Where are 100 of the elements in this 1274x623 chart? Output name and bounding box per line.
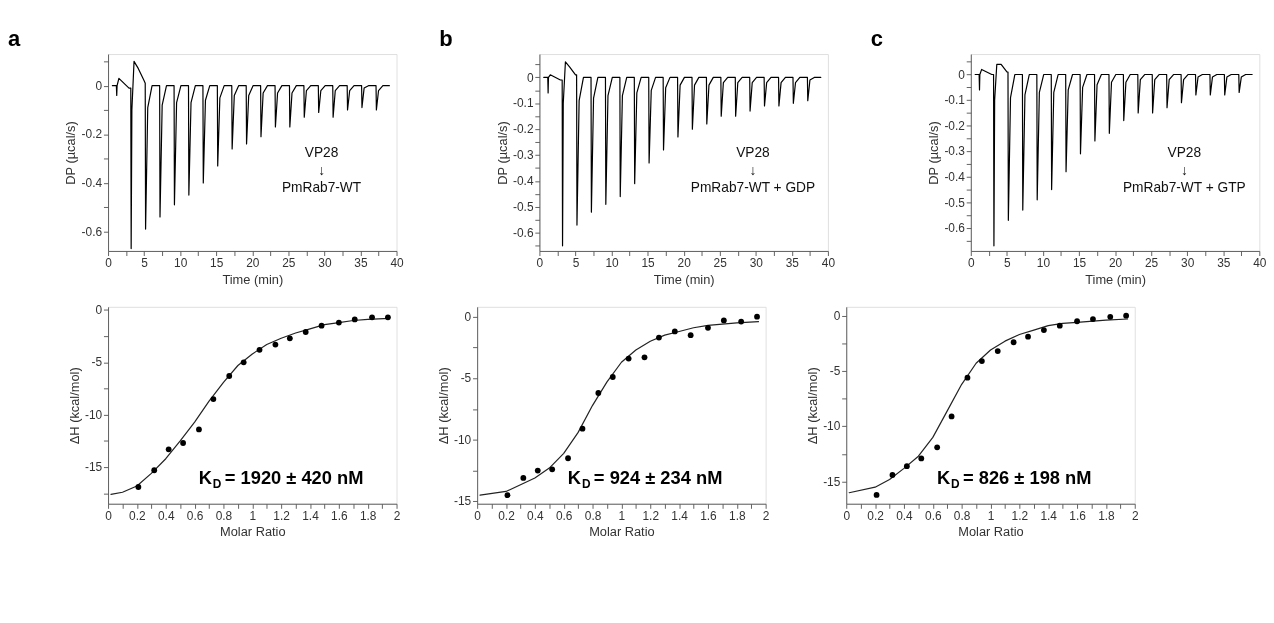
point (1041, 327, 1047, 333)
point (351, 316, 358, 323)
point (1074, 318, 1080, 325)
y-tick-label: -5 (91, 355, 103, 370)
x-tick-label: 0.4 (527, 508, 544, 523)
y-tick-label: -0.4 (944, 169, 966, 184)
y-tick-label: -0.2 (513, 122, 534, 137)
point (579, 425, 586, 432)
y-tick-label: -15 (823, 474, 841, 489)
annotation: PmRab7-WT + GDP (690, 179, 816, 195)
point (687, 332, 694, 339)
point (720, 317, 727, 324)
y-tick-label: 0 (958, 67, 966, 82)
x-axis-title: Molar Ratio (589, 524, 655, 540)
x-tick-label: 0.6 (555, 508, 573, 523)
x-tick-label: 0.8 (953, 508, 971, 523)
point (705, 324, 711, 331)
point (210, 396, 217, 402)
point (534, 467, 541, 474)
annotation: VP28 (736, 145, 771, 161)
point (1123, 312, 1130, 319)
point (549, 466, 556, 473)
x-tick-label: 40 (1253, 256, 1267, 271)
point (595, 390, 602, 396)
x-tick-label: 35 (1217, 256, 1231, 271)
annotation: VP28 (304, 145, 339, 161)
x-tick-label: 25 (713, 256, 728, 271)
chart-title: a (7, 25, 21, 51)
annotation: ↓ (318, 162, 325, 178)
x-tick-label: 0.8 (584, 508, 602, 523)
y-tick-label: -0.4 (513, 174, 534, 189)
x-tick-label: 20 (677, 256, 692, 271)
x-tick-label: 0.6 (186, 508, 204, 523)
y-tick-label: -0.1 (944, 93, 966, 108)
x-tick-label: 0.8 (215, 508, 233, 523)
x-tick-label: 1 (618, 508, 626, 523)
x-tick-label: 1.2 (273, 508, 291, 523)
point (565, 455, 571, 462)
point (335, 319, 342, 326)
x-tick-label: 2 (1131, 508, 1139, 523)
x-tick-label: 15 (641, 256, 656, 271)
point (1010, 339, 1017, 346)
point (889, 472, 896, 478)
x-tick-label: 1.4 (1040, 508, 1058, 523)
point (302, 329, 309, 335)
point (978, 358, 985, 364)
point (964, 374, 971, 381)
point (1107, 313, 1114, 320)
x-tick-label: 1.2 (642, 508, 660, 523)
point (754, 313, 760, 320)
x-tick-label: 1.8 (1098, 508, 1116, 523)
point (625, 355, 632, 362)
x-tick-label: 0 (474, 508, 482, 523)
y-tick-label: -0.6 (513, 225, 534, 240)
y-tick-label: -0.5 (944, 195, 966, 210)
x-tick-label: 5 (1004, 256, 1012, 271)
x-tick-label: 1.4 (671, 508, 689, 523)
y-axis-title: DP (µcal/s) (63, 121, 79, 185)
x-axis-title: Molar Ratio (220, 524, 286, 540)
x-tick-label: 1.8 (729, 508, 746, 523)
point (369, 314, 375, 321)
y-tick-label: -0.1 (513, 96, 534, 111)
point (671, 328, 678, 335)
point (520, 475, 527, 481)
y-tick-label: -10 (823, 419, 841, 434)
line-series (543, 61, 822, 247)
point (609, 374, 616, 380)
x-tick-label: 35 (354, 256, 368, 271)
annotation: PmRab7-WT + GTP (1122, 179, 1246, 195)
x-axis-title: Time (min) (653, 271, 715, 287)
x-tick-label: 1 (987, 508, 995, 523)
x-tick-label: 1.6 (700, 508, 718, 523)
y-tick-label: -0.3 (513, 148, 534, 163)
y-axis-title: DP (µcal/s) (925, 121, 941, 185)
x-tick-label: 1.4 (302, 508, 320, 523)
y-tick-label: -0.6 (81, 224, 103, 239)
x-tick-label: 0 (105, 508, 113, 523)
x-tick-label: 10 (605, 256, 620, 271)
x-tick-label: 0.2 (498, 508, 516, 523)
x-tick-label: 5 (141, 256, 149, 271)
point (286, 335, 293, 342)
x-tick-label: 30 (749, 256, 764, 271)
y-tick-label: -0.3 (944, 144, 966, 159)
y-tick-label: -0.2 (81, 127, 103, 142)
y-tick-label: 0 (95, 303, 103, 318)
point (918, 455, 925, 462)
x-tick-label: 0.2 (867, 508, 885, 523)
chart-title: b (439, 25, 453, 51)
y-axis-title: DP (µcal/s) (494, 121, 510, 185)
x-tick-label: 1.6 (331, 508, 348, 523)
point (385, 314, 391, 321)
point (738, 318, 745, 325)
y-tick-label: -0.2 (944, 118, 966, 133)
x-tick-label: 1.8 (359, 508, 377, 523)
point (180, 440, 186, 446)
chart-title: c (870, 25, 883, 51)
x-tick-label: 0.6 (925, 508, 942, 523)
point (903, 463, 910, 470)
point (1090, 316, 1096, 322)
point (1025, 333, 1031, 340)
